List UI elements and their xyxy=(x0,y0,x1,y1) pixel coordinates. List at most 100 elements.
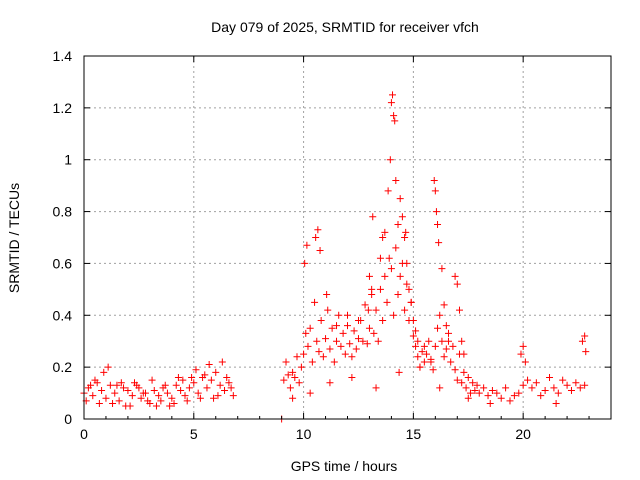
data-point xyxy=(120,384,128,392)
data-point xyxy=(445,329,453,337)
data-point xyxy=(389,91,397,99)
y-tick-label: 1 xyxy=(64,152,72,168)
data-point xyxy=(436,311,444,319)
data-point xyxy=(567,386,575,394)
data-point xyxy=(435,239,443,247)
data-point xyxy=(346,340,354,348)
data-point xyxy=(431,342,439,350)
data-point xyxy=(203,384,211,392)
data-point xyxy=(506,397,514,405)
y-tick-label: 1.4 xyxy=(53,48,73,64)
data-point xyxy=(212,368,220,376)
data-point xyxy=(392,176,400,184)
data-point xyxy=(383,298,391,306)
data-point xyxy=(313,337,321,345)
data-point xyxy=(442,322,450,330)
data-point xyxy=(582,348,590,356)
data-point xyxy=(455,306,463,314)
data-point xyxy=(541,386,549,394)
data-point xyxy=(484,392,492,400)
data-point xyxy=(386,156,394,164)
data-point xyxy=(210,394,218,402)
data-point xyxy=(326,379,334,387)
data-point xyxy=(440,301,448,309)
data-point xyxy=(488,386,496,394)
data-point xyxy=(376,254,384,262)
data-point xyxy=(510,392,518,400)
data-point xyxy=(431,187,439,195)
data-point xyxy=(344,322,351,330)
data-point xyxy=(98,386,106,394)
data-point xyxy=(223,374,231,382)
data-point xyxy=(282,358,290,366)
data-point xyxy=(427,358,435,366)
data-point xyxy=(303,241,311,249)
data-point xyxy=(183,397,191,405)
data-point xyxy=(440,353,448,361)
data-point xyxy=(497,394,505,402)
data-point xyxy=(293,353,301,361)
data-point xyxy=(339,329,347,337)
data-point xyxy=(460,368,468,376)
data-point xyxy=(337,342,345,350)
data-point xyxy=(469,379,477,387)
data-point xyxy=(365,324,373,332)
data-point xyxy=(229,392,237,400)
data-point xyxy=(471,386,479,394)
data-point xyxy=(381,228,389,236)
data-point xyxy=(348,353,356,361)
data-point xyxy=(524,376,532,384)
y-tick-label: 0.4 xyxy=(53,307,73,323)
data-point xyxy=(420,358,428,366)
data-point xyxy=(306,389,314,397)
data-point xyxy=(177,386,185,394)
data-point xyxy=(170,399,178,407)
data-point xyxy=(194,389,202,397)
data-point xyxy=(493,389,501,397)
data-point xyxy=(157,397,165,405)
data-point xyxy=(416,363,424,371)
data-point xyxy=(192,366,200,374)
data-point xyxy=(390,311,398,319)
data-point xyxy=(333,337,341,345)
data-point xyxy=(394,221,402,229)
data-point xyxy=(519,342,527,350)
data-point xyxy=(312,234,320,241)
data-point xyxy=(225,379,233,387)
data-point xyxy=(300,350,308,358)
data-point xyxy=(451,272,459,280)
data-point xyxy=(462,384,470,392)
y-tick-label: 0.2 xyxy=(53,359,73,375)
data-point xyxy=(348,374,356,382)
data-point xyxy=(401,234,409,241)
data-point xyxy=(218,358,226,366)
data-point xyxy=(381,272,389,280)
data-point xyxy=(432,208,440,216)
y-tick-label: 0.6 xyxy=(53,255,73,271)
data-point xyxy=(124,386,132,394)
data-point xyxy=(150,386,158,394)
data-point xyxy=(152,402,160,410)
data-point xyxy=(354,335,362,343)
data-point xyxy=(364,306,372,314)
y-axis-label: SRMTID / TECUs xyxy=(6,183,22,293)
data-point xyxy=(297,363,305,371)
data-point xyxy=(532,379,540,387)
plot-frame xyxy=(83,55,612,420)
data-point xyxy=(205,361,213,369)
data-point xyxy=(403,280,411,288)
axis-ticks: 0 5 10 15 20 0 0.2 0.4 0.6 0.8 1 1.2 1.4 xyxy=(53,48,611,442)
data-point xyxy=(430,176,438,184)
data-point xyxy=(363,340,371,348)
data-point xyxy=(537,392,545,400)
data-point xyxy=(317,316,325,324)
data-point xyxy=(412,342,420,350)
data-point xyxy=(113,381,121,389)
data-point xyxy=(453,280,461,288)
data-point xyxy=(464,394,472,402)
data-point xyxy=(466,389,474,397)
data-point xyxy=(434,221,442,229)
data-point xyxy=(168,394,176,402)
data-point xyxy=(102,394,110,402)
